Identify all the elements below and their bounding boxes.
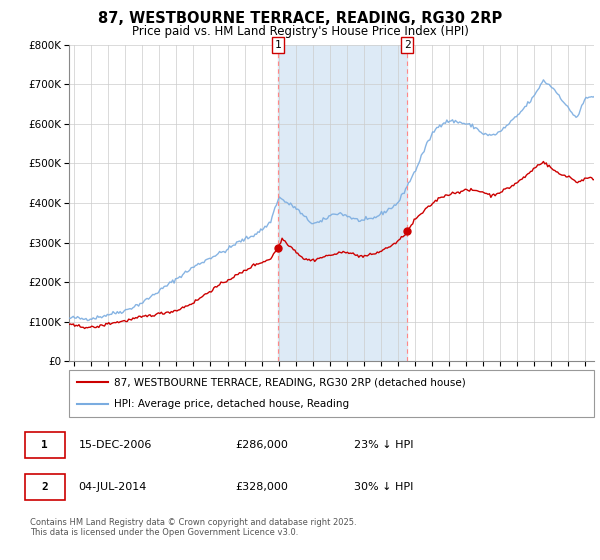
Text: 87, WESTBOURNE TERRACE, READING, RG30 2RP (detached house): 87, WESTBOURNE TERRACE, READING, RG30 2R… — [113, 377, 466, 388]
Text: 87, WESTBOURNE TERRACE, READING, RG30 2RP: 87, WESTBOURNE TERRACE, READING, RG30 2R… — [98, 11, 502, 26]
Text: £286,000: £286,000 — [235, 440, 288, 450]
Text: 04-JUL-2014: 04-JUL-2014 — [79, 482, 147, 492]
Text: 30% ↓ HPI: 30% ↓ HPI — [354, 482, 413, 492]
FancyBboxPatch shape — [25, 474, 65, 500]
Text: 1: 1 — [275, 40, 281, 50]
Text: 23% ↓ HPI: 23% ↓ HPI — [354, 440, 413, 450]
Text: 1: 1 — [41, 440, 48, 450]
Bar — [278, 45, 407, 361]
Text: HPI: Average price, detached house, Reading: HPI: Average price, detached house, Read… — [113, 399, 349, 409]
FancyBboxPatch shape — [25, 432, 65, 458]
Text: 2: 2 — [41, 482, 48, 492]
Text: 15-DEC-2006: 15-DEC-2006 — [79, 440, 152, 450]
Text: £328,000: £328,000 — [235, 482, 288, 492]
FancyBboxPatch shape — [69, 370, 594, 417]
Text: 2: 2 — [404, 40, 410, 50]
Text: Contains HM Land Registry data © Crown copyright and database right 2025.
This d: Contains HM Land Registry data © Crown c… — [30, 518, 356, 538]
Text: Price paid vs. HM Land Registry's House Price Index (HPI): Price paid vs. HM Land Registry's House … — [131, 25, 469, 38]
